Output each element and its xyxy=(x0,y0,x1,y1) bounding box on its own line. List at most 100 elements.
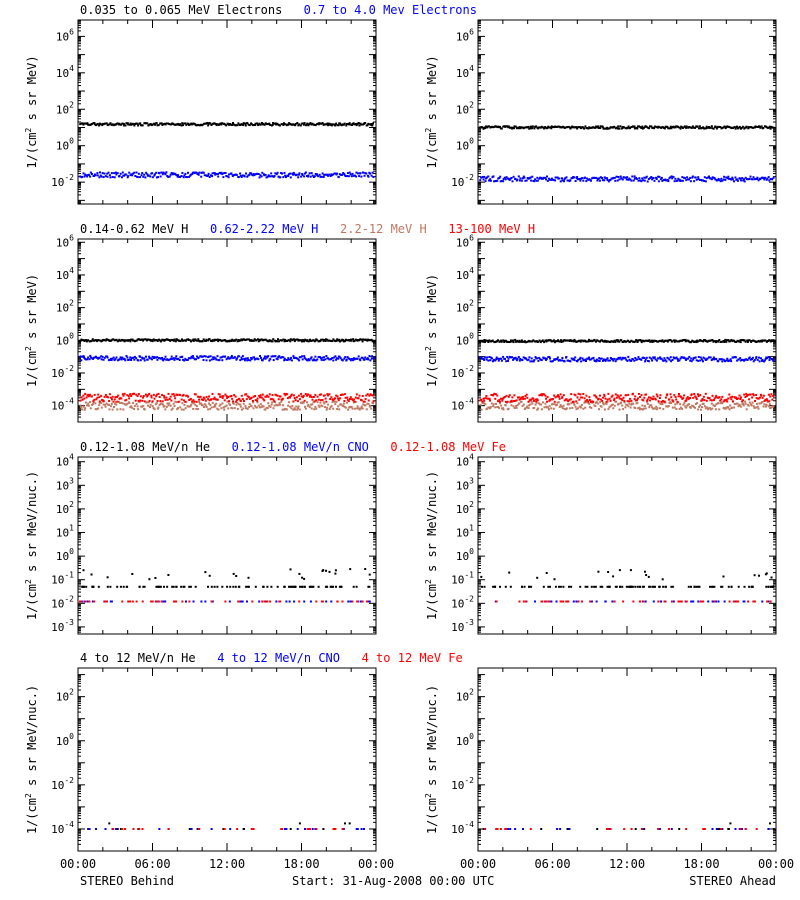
data-point xyxy=(511,396,514,399)
data-point xyxy=(513,125,516,128)
data-point xyxy=(551,398,554,400)
data-point xyxy=(492,405,495,408)
data-point xyxy=(636,125,639,128)
data-point xyxy=(278,600,281,603)
data-point xyxy=(346,339,349,342)
data-point xyxy=(105,338,108,341)
data-point xyxy=(314,406,317,408)
data-point xyxy=(544,357,547,360)
data-point xyxy=(358,124,361,127)
data-point xyxy=(655,408,658,411)
data-point xyxy=(498,340,501,343)
data-point xyxy=(195,400,198,403)
data-point xyxy=(121,122,124,125)
data-point xyxy=(548,405,551,408)
data-point xyxy=(485,407,488,410)
data-point xyxy=(765,126,768,129)
data-point xyxy=(325,600,328,603)
data-point xyxy=(565,600,568,603)
data-point xyxy=(721,402,724,405)
data-point xyxy=(136,176,139,179)
data-point xyxy=(595,126,598,129)
data-point xyxy=(124,173,127,176)
data-point xyxy=(699,404,702,407)
data-point xyxy=(344,406,347,409)
data-point xyxy=(142,585,145,588)
data-point xyxy=(626,400,629,403)
data-point xyxy=(523,126,526,129)
data-point xyxy=(626,126,629,129)
data-point xyxy=(540,125,543,128)
data-point xyxy=(485,125,488,128)
data-point xyxy=(254,395,257,397)
data-point xyxy=(643,357,646,359)
data-point xyxy=(481,357,484,360)
data-point xyxy=(760,394,763,397)
data-point xyxy=(659,356,661,359)
data-point xyxy=(363,174,366,177)
data-point xyxy=(590,585,593,588)
data-point xyxy=(218,404,221,407)
data-point xyxy=(96,172,99,175)
data-point xyxy=(114,171,117,174)
data-point xyxy=(181,122,184,125)
data-point xyxy=(679,357,682,360)
data-point xyxy=(610,395,613,398)
data-point xyxy=(739,177,742,180)
data-point xyxy=(219,395,222,398)
data-point xyxy=(599,585,602,588)
data-point xyxy=(79,404,82,407)
data-point xyxy=(483,585,486,588)
data-point xyxy=(107,396,109,399)
data-point xyxy=(79,175,82,178)
data-point xyxy=(666,393,669,396)
data-point xyxy=(357,397,360,400)
data-point xyxy=(262,398,265,401)
data-point xyxy=(291,404,294,407)
data-point xyxy=(149,357,152,360)
data-point xyxy=(193,358,196,361)
data-point xyxy=(125,173,128,176)
data-point xyxy=(147,174,150,177)
data-point xyxy=(606,177,609,180)
data-point xyxy=(649,340,652,343)
data-point xyxy=(682,127,685,129)
data-point xyxy=(482,178,485,181)
data-point xyxy=(299,356,302,359)
data-point xyxy=(242,402,245,405)
data-point xyxy=(660,600,663,603)
data-point xyxy=(87,393,90,396)
data-point xyxy=(149,175,152,178)
data-point xyxy=(204,355,207,358)
data-point xyxy=(335,394,338,397)
data-point xyxy=(280,400,283,403)
data-point xyxy=(619,125,622,128)
data-point xyxy=(205,395,208,398)
data-point xyxy=(359,172,362,175)
data-point xyxy=(233,356,236,359)
data-point xyxy=(510,340,513,343)
data-point xyxy=(621,341,624,343)
data-point xyxy=(729,404,732,407)
data-point xyxy=(768,179,771,182)
data-point xyxy=(606,179,609,181)
data-point xyxy=(84,122,86,125)
data-point xyxy=(531,402,534,405)
data-point xyxy=(165,396,168,399)
data-point xyxy=(154,403,157,406)
data-point xyxy=(254,122,257,125)
series-title-label: 2.2-12 MeV H xyxy=(340,222,427,236)
data-point xyxy=(159,585,162,588)
data-point xyxy=(174,340,177,343)
data-point xyxy=(361,600,364,603)
data-point xyxy=(741,125,744,128)
data-point xyxy=(674,403,677,406)
data-point xyxy=(262,585,265,588)
data-point xyxy=(367,600,370,603)
data-point xyxy=(610,177,613,180)
data-point xyxy=(602,127,605,130)
data-point xyxy=(315,600,318,603)
data-point xyxy=(97,393,100,396)
data-point xyxy=(307,358,310,361)
data-point xyxy=(119,172,122,175)
